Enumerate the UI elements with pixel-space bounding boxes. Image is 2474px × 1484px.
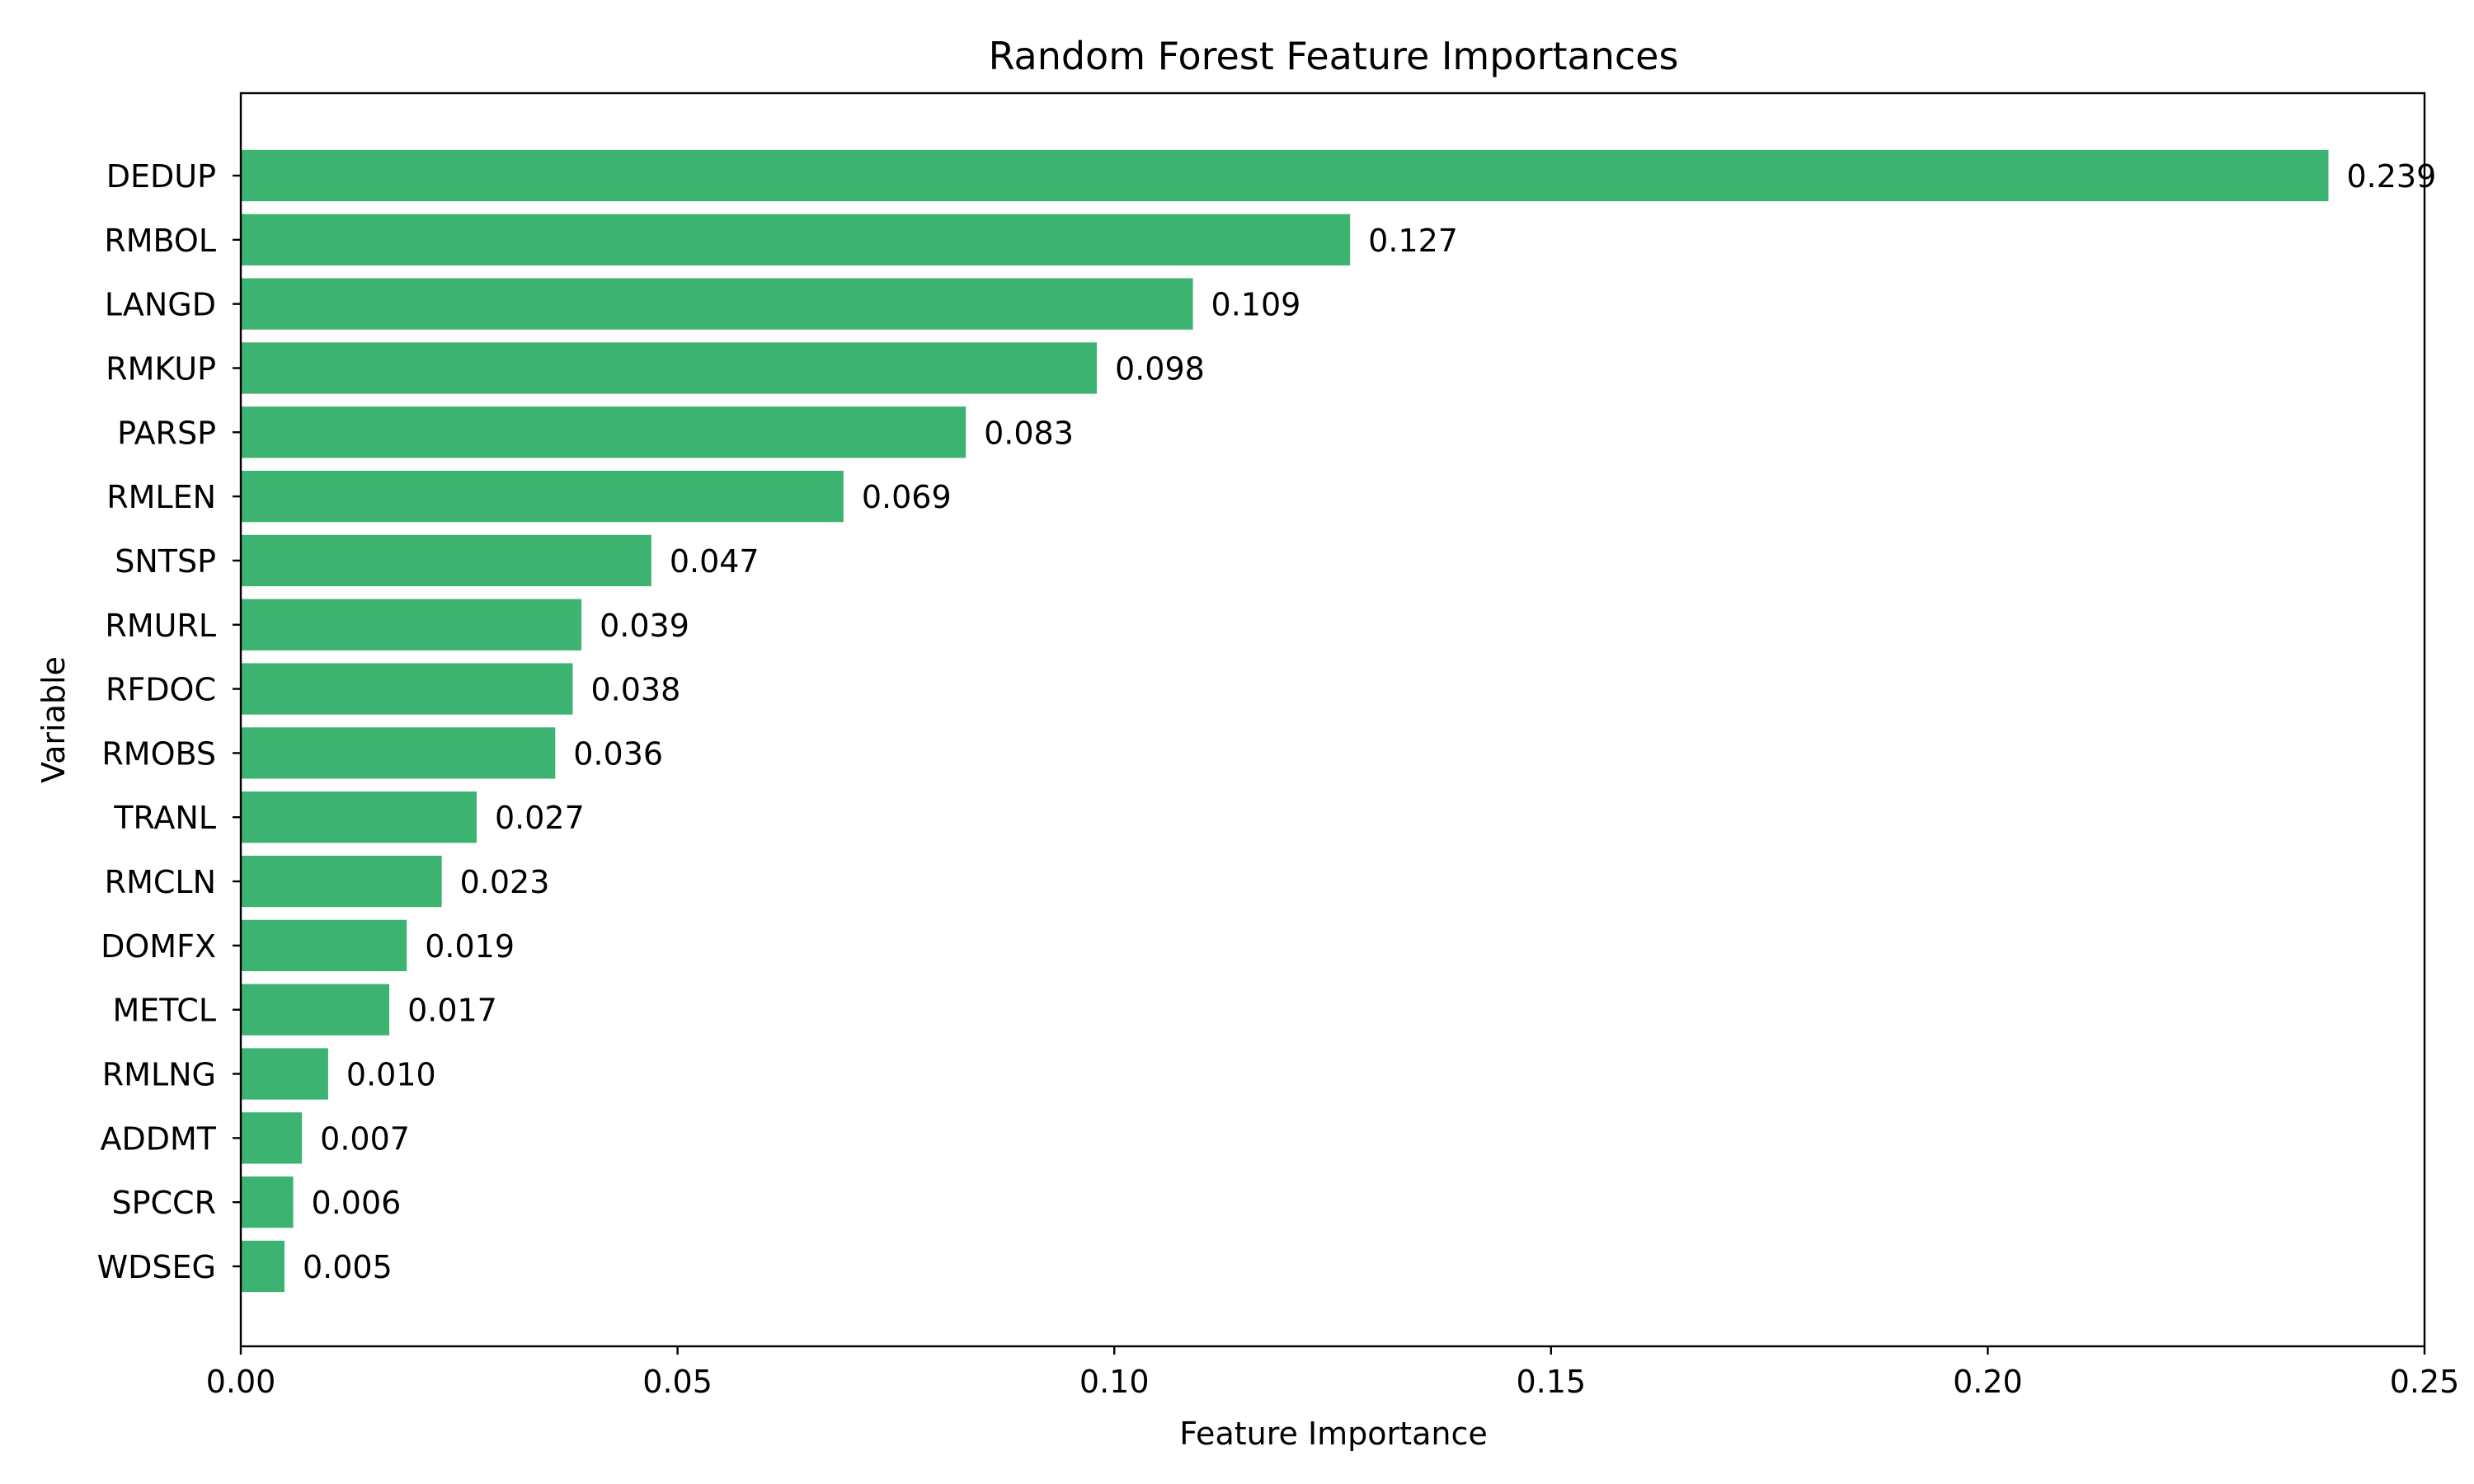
y-tick-label-dedup: DEDUP xyxy=(106,158,216,195)
bar-tranl xyxy=(241,791,477,843)
y-tick-label-rmkup: RMKUP xyxy=(106,350,216,387)
y-tick-label-parsp: PARSP xyxy=(117,415,216,451)
x-tick-label: 0.20 xyxy=(1953,1364,2023,1400)
data-label-domfx: 0.019 xyxy=(425,928,515,965)
y-tick-label-rmobs: RMOBS xyxy=(101,735,216,772)
y-tick-label-rmbol: RMBOL xyxy=(104,223,216,259)
data-label-tranl: 0.027 xyxy=(495,800,585,836)
data-label-langd: 0.109 xyxy=(1211,287,1301,323)
x-tick-label: 0.10 xyxy=(1079,1364,1150,1400)
x-tick-label: 0.15 xyxy=(1516,1364,1586,1400)
data-label-wdseg: 0.005 xyxy=(303,1249,393,1285)
bar-rmobs xyxy=(241,727,556,779)
bar-sntsp xyxy=(241,534,651,587)
data-label-rmurl: 0.039 xyxy=(600,608,689,644)
y-tick-label-rmlng: RMLNG xyxy=(102,1057,216,1093)
bar-rmkup xyxy=(241,342,1098,394)
data-label-parsp: 0.083 xyxy=(984,415,1074,451)
bar-addmt xyxy=(241,1112,303,1164)
x-axis-label: Feature Importance xyxy=(1179,1416,1487,1452)
y-tick-label-spccr: SPCCR xyxy=(111,1185,216,1221)
bar-rmbol xyxy=(241,214,1351,265)
bar-rfdoc xyxy=(241,663,573,715)
bar-rmurl xyxy=(241,599,582,650)
data-label-rfdoc: 0.038 xyxy=(590,672,680,708)
bar-parsp xyxy=(241,406,967,458)
x-tick-label: 0.05 xyxy=(642,1364,713,1400)
data-label-metcl: 0.017 xyxy=(407,993,497,1029)
y-tick-label-sntsp: SNTSP xyxy=(115,543,216,580)
x-axis: 0.00 0.05 0.10 0.15 0.20 0.25 xyxy=(206,1346,2460,1400)
x-tick-label: 0.25 xyxy=(2390,1364,2460,1400)
y-tick-label-rfdoc: RFDOC xyxy=(106,672,216,708)
bar-metcl xyxy=(241,984,390,1036)
y-tick-label-rmcln: RMCLN xyxy=(105,864,216,900)
bar-rmcln xyxy=(241,855,442,908)
bar-dedup xyxy=(241,149,2329,202)
data-label-rmlen: 0.069 xyxy=(862,479,952,515)
data-label-rmkup: 0.098 xyxy=(1115,350,1205,387)
x-tick-label: 0.00 xyxy=(206,1364,276,1400)
y-tick-label-rmurl: RMURL xyxy=(105,608,216,644)
data-label-sntsp: 0.047 xyxy=(670,543,760,580)
bar-domfx xyxy=(241,919,407,972)
chart-title: Random Forest Feature Importances xyxy=(989,34,1679,78)
data-label-addmt: 0.007 xyxy=(320,1120,410,1157)
bar-langd xyxy=(241,278,1193,330)
y-tick-label-tranl: TRANL xyxy=(113,800,216,836)
data-label-rmobs: 0.036 xyxy=(573,735,663,772)
y-tick-label-langd: LANGD xyxy=(105,287,216,323)
y-axis-label: Variable xyxy=(35,656,72,783)
y-tick-label-metcl: METCL xyxy=(113,993,217,1029)
data-label-dedup: 0.239 xyxy=(2346,158,2436,195)
data-label-rmlng: 0.010 xyxy=(346,1057,436,1093)
bar-rmlng xyxy=(241,1048,328,1100)
data-label-spccr: 0.006 xyxy=(312,1185,402,1221)
bar-wdseg xyxy=(241,1240,285,1293)
y-tick-label-wdseg: WDSEG xyxy=(97,1249,216,1285)
data-label-rmbol: 0.127 xyxy=(1368,223,1458,259)
y-tick-label-addmt: ADDMT xyxy=(100,1120,216,1157)
plot-frame xyxy=(239,92,2426,1348)
y-axis: DEDUP RMBOL LANGD RMKUP PARSP RMLEN SNTSP RMURL… xyxy=(97,158,241,1285)
y-tick-label-domfx: DOMFX xyxy=(101,928,216,965)
data-label-rmcln: 0.023 xyxy=(460,864,550,900)
y-tick-label-rmlen: RMLEN xyxy=(106,479,216,515)
bar-spccr xyxy=(241,1176,294,1228)
bar-rmlen xyxy=(241,470,844,523)
